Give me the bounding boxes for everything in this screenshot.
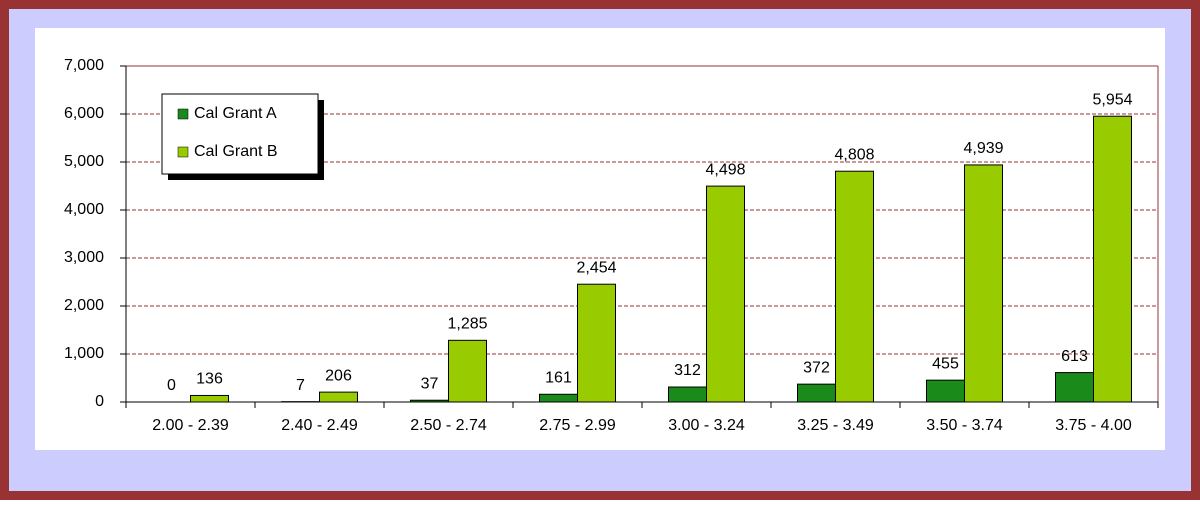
x-tick-label: 2.40 - 2.49 xyxy=(281,417,358,434)
bar xyxy=(1094,116,1132,402)
bar xyxy=(1056,373,1094,402)
value-label: 4,808 xyxy=(834,146,874,163)
legend-label: Cal Grant A xyxy=(194,105,277,122)
value-label: 4,939 xyxy=(963,140,1003,157)
bar xyxy=(320,392,358,402)
value-label: 1,285 xyxy=(447,316,487,333)
y-tick-label: 7,000 xyxy=(64,57,104,74)
bar xyxy=(836,171,874,402)
bar xyxy=(578,284,616,402)
legend-swatch xyxy=(178,109,188,119)
value-label: 161 xyxy=(545,369,572,386)
y-tick-label: 0 xyxy=(95,393,104,410)
y-tick-label: 6,000 xyxy=(64,105,104,122)
x-tick-label: 2.75 - 2.99 xyxy=(539,417,616,434)
value-label: 312 xyxy=(674,362,701,379)
bar xyxy=(798,384,836,402)
value-label: 0 xyxy=(167,377,176,394)
value-label: 37 xyxy=(421,375,439,392)
x-tick-label: 3.50 - 3.74 xyxy=(926,417,1003,434)
bar xyxy=(449,340,487,402)
value-label: 4,498 xyxy=(705,161,745,178)
legend-swatch xyxy=(178,147,188,157)
value-label: 372 xyxy=(803,359,830,376)
bar xyxy=(191,395,229,402)
bar xyxy=(965,165,1003,402)
value-label: 2,454 xyxy=(576,259,616,276)
legend-label: Cal Grant B xyxy=(194,143,278,160)
bar xyxy=(927,380,965,402)
y-tick-label: 2,000 xyxy=(64,297,104,314)
value-label: 455 xyxy=(932,355,959,372)
value-label: 5,954 xyxy=(1092,91,1132,108)
value-label: 206 xyxy=(325,367,352,384)
bar xyxy=(540,394,578,402)
y-tick-label: 3,000 xyxy=(64,249,104,266)
x-tick-label: 3.75 - 4.00 xyxy=(1055,417,1132,434)
y-tick-label: 4,000 xyxy=(64,201,104,218)
y-tick-label: 5,000 xyxy=(64,153,104,170)
x-tick-label: 3.25 - 3.49 xyxy=(797,417,874,434)
x-tick-label: 2.50 - 2.74 xyxy=(410,417,487,434)
value-label: 7 xyxy=(296,377,305,394)
value-label: 136 xyxy=(196,371,223,388)
y-tick-label: 1,000 xyxy=(64,345,104,362)
value-label: 613 xyxy=(1061,348,1088,365)
bar xyxy=(707,186,745,402)
x-tick-label: 2.00 - 2.39 xyxy=(152,417,229,434)
x-tick-label: 3.00 - 3.24 xyxy=(668,417,745,434)
bar xyxy=(669,387,707,402)
